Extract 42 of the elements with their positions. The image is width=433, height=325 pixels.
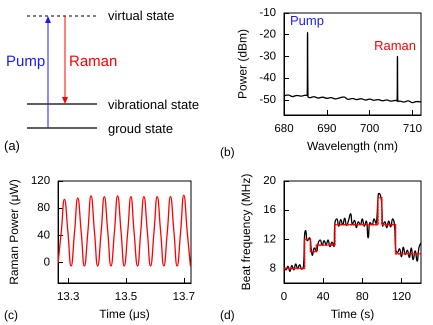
y-tick-label: 80 <box>37 202 50 214</box>
annotation: Raman <box>374 38 416 53</box>
text: virtual state <box>108 8 174 23</box>
y-tick-label: -40 <box>259 72 276 84</box>
y-axis-title: Power (dBm) <box>235 28 250 100</box>
x-tick-label: 680 <box>274 123 294 135</box>
y-tick-label: 120 <box>30 175 50 187</box>
text: Raman <box>69 53 118 70</box>
y-tick-label: 0 <box>44 256 50 269</box>
x-tick-label: 0 <box>280 291 288 303</box>
y-tick-label: -20 <box>259 28 276 41</box>
text: groud state <box>108 121 174 136</box>
x-tick-label: 13.7 <box>172 291 195 303</box>
x-tick-label: 40 <box>316 291 330 303</box>
annotation: Pump <box>290 13 324 28</box>
y-tick-label: 40 <box>37 229 50 242</box>
y-tick-label: 8 <box>270 262 276 274</box>
text: (a) <box>4 138 20 153</box>
line-series <box>57 194 192 267</box>
x-tick-label: 80 <box>356 291 369 303</box>
x-tick-label: 120 <box>392 291 412 303</box>
y-tick-label: -30 <box>259 50 276 62</box>
x-axis-title: Wavelength (nm) <box>307 138 398 153</box>
text: Pump <box>6 53 46 70</box>
text: (d) <box>220 308 235 322</box>
x-axis-title: Time (μs) <box>99 306 150 321</box>
y-tick-label: 20 <box>263 175 276 187</box>
x-tick-label: 700 <box>360 123 380 135</box>
y-tick-label: -10 <box>259 7 276 19</box>
y-tick-label: 12 <box>263 233 276 246</box>
x-tick-label: 13.5 <box>114 291 138 303</box>
y-tick-label: 16 <box>263 204 276 216</box>
y-axis-title: Beat frequency (MHz) <box>239 174 253 290</box>
x-tick-label: 690 <box>317 123 336 135</box>
text: vibrational state <box>108 97 200 112</box>
text: (c) <box>4 308 18 322</box>
y-axis-title: Raman Power (μW) <box>7 179 21 285</box>
y-tick-label: -50 <box>259 94 276 106</box>
x-axis-title: Time (s) <box>330 306 374 321</box>
x-tick-label: 13.3 <box>57 291 80 303</box>
x-tick-label: 710 <box>402 123 422 135</box>
text: (b) <box>220 145 235 159</box>
